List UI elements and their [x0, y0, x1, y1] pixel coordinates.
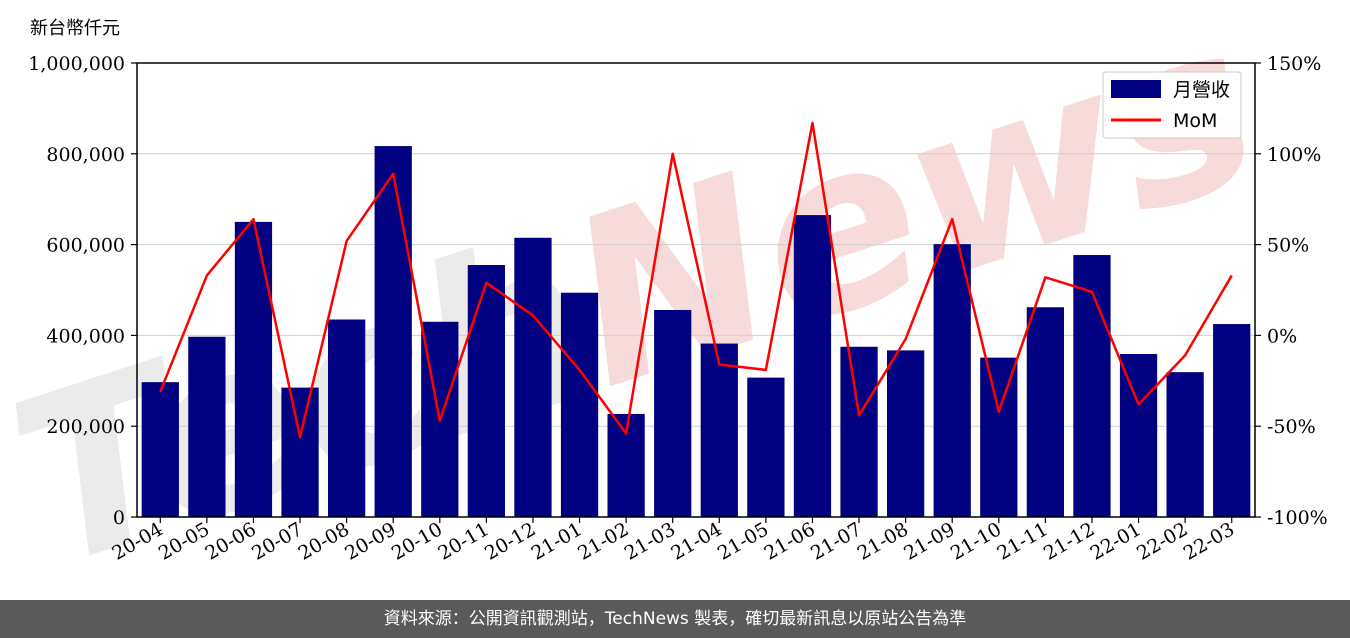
x-tick-label: 21-10	[947, 518, 1005, 564]
bar-21-04	[700, 343, 738, 517]
bar-21-08	[886, 350, 925, 517]
right-tick-label: -100%	[1267, 507, 1328, 529]
mom-line	[159, 121, 1233, 439]
bar-20-09	[374, 146, 412, 517]
right-tick-label: 50%	[1267, 235, 1309, 257]
bar-20-11	[467, 265, 506, 517]
bar-21-01	[560, 292, 599, 517]
legend-swatch-bar	[1111, 80, 1161, 98]
x-tick-label: 21-12	[1040, 518, 1098, 564]
x-tick-label: 22-03	[1180, 518, 1238, 564]
bar-21-06	[793, 215, 832, 517]
x-tick-label: 22-01	[1087, 518, 1145, 564]
x-tick-label: 21-05	[714, 518, 772, 564]
x-tick-label: 21-09	[900, 518, 958, 564]
bar-20-04	[141, 382, 179, 517]
bar-22-03	[1213, 324, 1251, 517]
x-tick-label: 21-02	[574, 518, 632, 564]
x-tick-label: 20-12	[481, 518, 539, 564]
bar-21-09	[933, 244, 971, 517]
x-tick-label: 21-06	[761, 518, 819, 564]
x-tick-label: 21-07	[807, 518, 865, 564]
legend-label-line: MoM	[1173, 110, 1217, 132]
right-tick-label: -50%	[1267, 416, 1316, 438]
right-tick-label: 150%	[1267, 53, 1321, 75]
left-tick-label: 200,000	[46, 416, 125, 438]
bar-20-05	[188, 336, 226, 517]
left-tick-label: 800,000	[46, 144, 125, 166]
bar-21-03	[654, 309, 692, 517]
left-tick-label: 600,000	[46, 235, 125, 257]
chart-svg: TechNews0200,000400,000600,000800,0001,0…	[0, 0, 1328, 600]
bar-22-01	[1119, 354, 1158, 517]
bar-20-06	[234, 221, 273, 517]
x-tick-label: 20-11	[434, 518, 492, 564]
left-tick-label: 0	[113, 507, 125, 529]
unit-label: 新台幣仟元	[30, 18, 120, 39]
x-tick-label: 21-04	[667, 518, 725, 564]
bar-20-07	[281, 387, 319, 517]
x-tick-label: 21-11	[993, 518, 1051, 564]
left-tick-label: 400,000	[46, 325, 125, 347]
x-tick-label: 21-03	[621, 518, 679, 564]
x-tick-label: 21-08	[854, 518, 912, 564]
bar-20-12	[514, 237, 552, 518]
x-tick-label: 20-10	[388, 518, 446, 564]
bar-20-08	[327, 319, 366, 517]
left-tick-label: 1,000,000	[28, 53, 125, 75]
bar-21-11	[1026, 307, 1065, 517]
source-footer: 資料來源：公開資訊觀測站，TechNews 製表，確切最新訊息以原站公告為準	[0, 600, 1350, 638]
bar-21-12	[1073, 255, 1111, 518]
x-tick-label: 21-01	[528, 518, 586, 564]
plot-frame	[136, 62, 1256, 518]
legend-label-bar: 月營收	[1173, 79, 1230, 101]
bar-22-02	[1166, 372, 1204, 517]
bar-21-10	[980, 357, 1018, 517]
right-tick-label: 0%	[1267, 325, 1297, 347]
bar-21-05	[747, 377, 785, 517]
bar-21-07	[840, 346, 878, 517]
x-tick-label: 22-02	[1133, 518, 1191, 564]
right-tick-label: 100%	[1267, 144, 1321, 166]
